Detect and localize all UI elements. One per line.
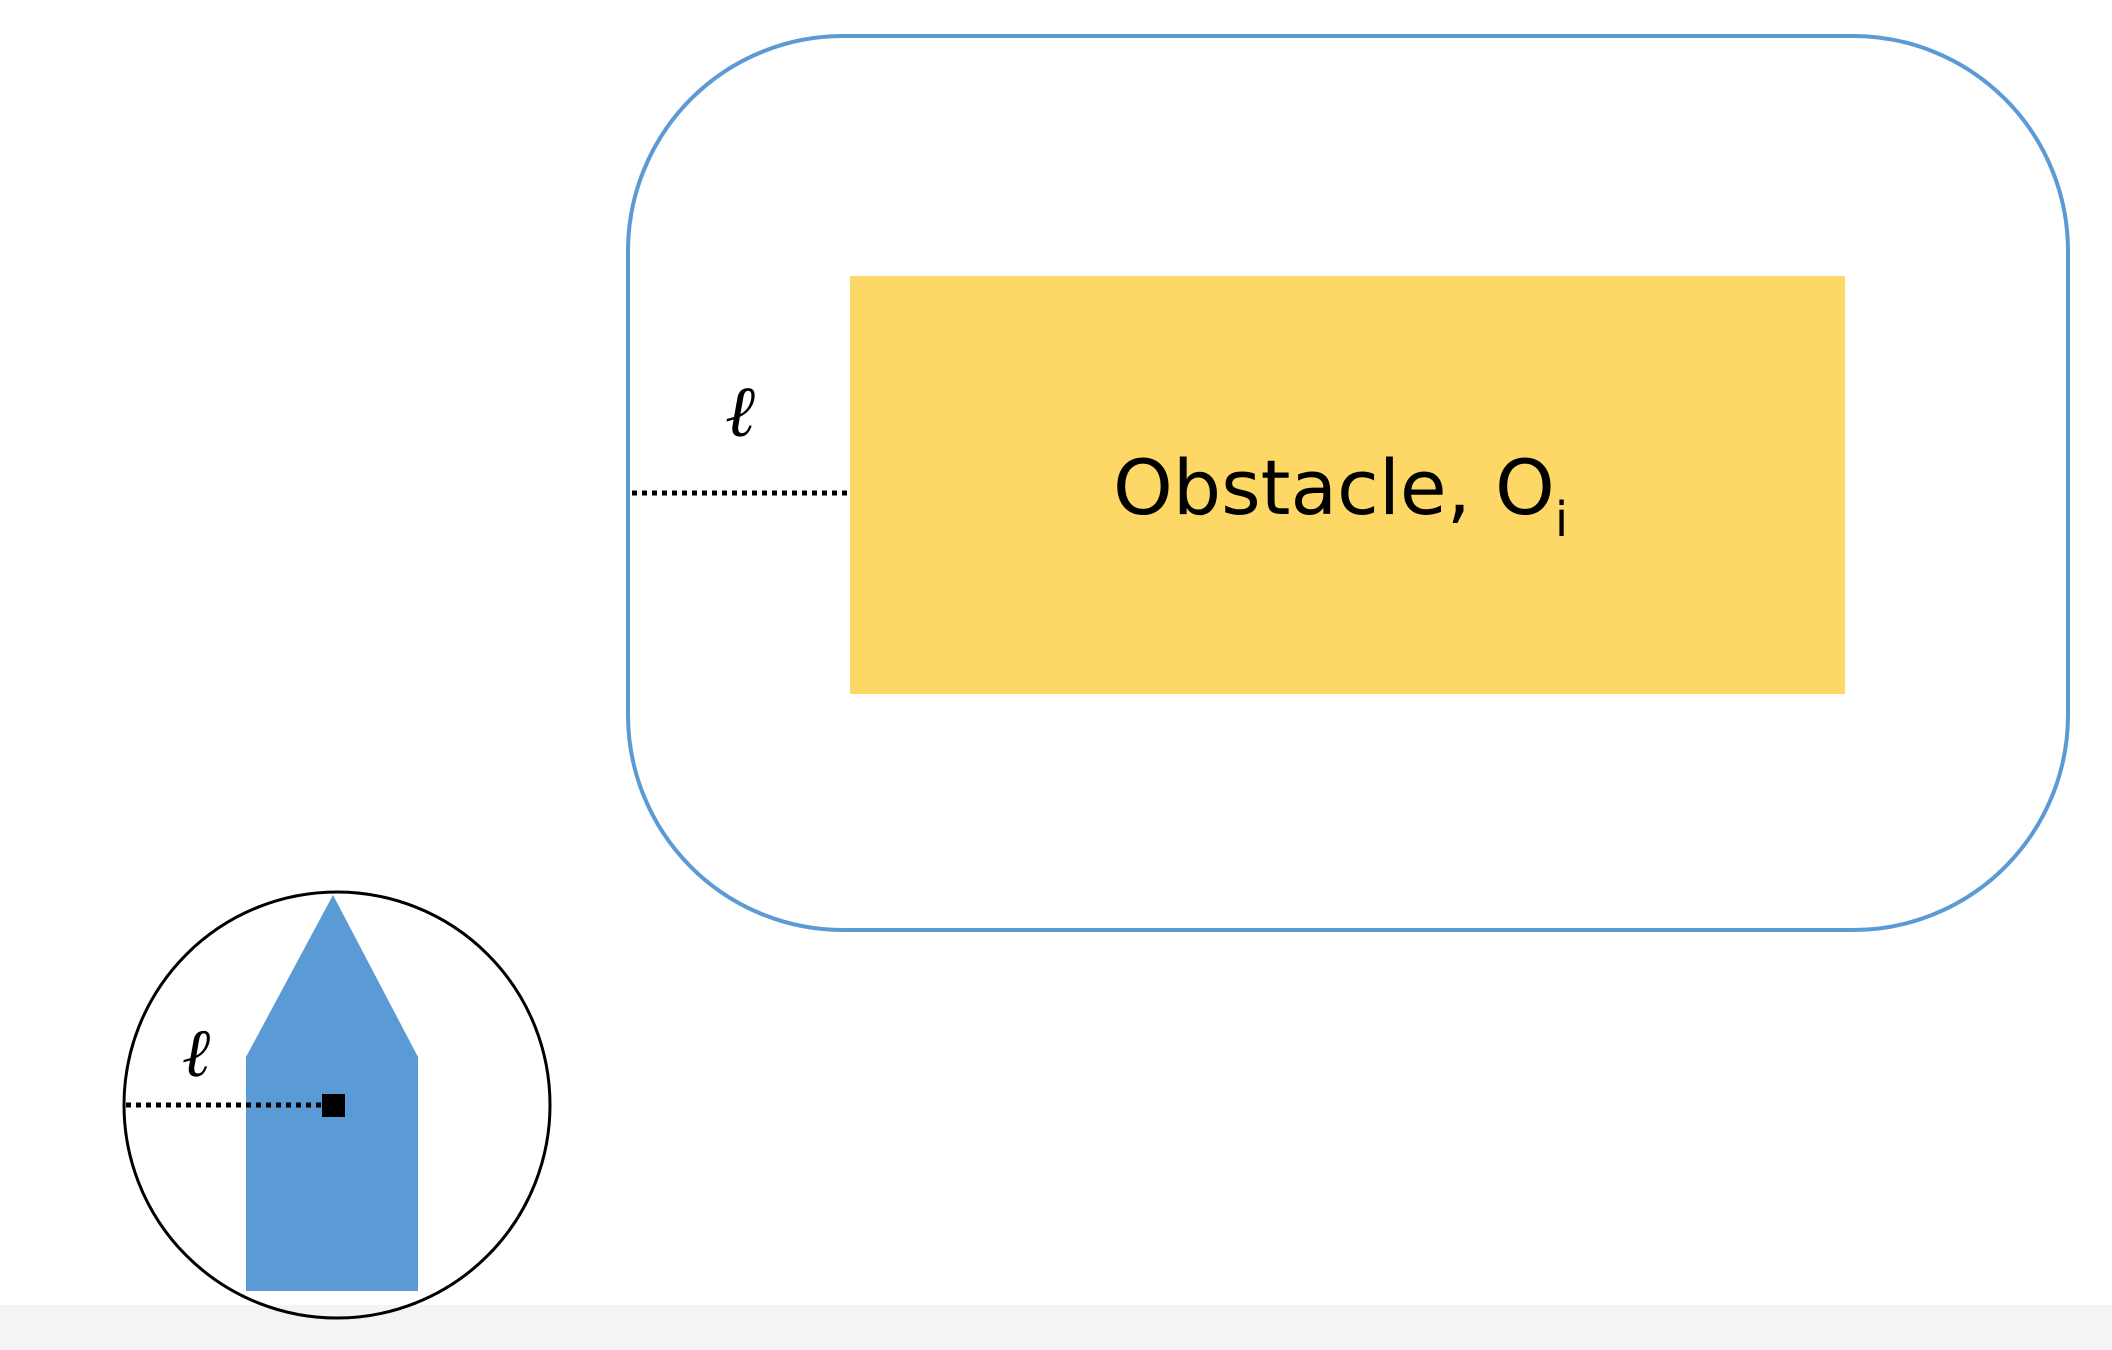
safety-margin: ℓ: [632, 369, 850, 496]
safety-margin-symbol: ℓ: [725, 369, 755, 453]
robot-center-point: [322, 1094, 345, 1117]
footer-strip: [0, 1305, 2112, 1350]
robot-radius-symbol: ℓ: [182, 1014, 210, 1093]
obstacle-label: Obstacle, Oi: [1113, 443, 1568, 548]
inflated-obstacle-boundary: [626, 34, 2070, 932]
robot-bounding-circle: [122, 890, 552, 1320]
robot: ℓ: [122, 890, 552, 1320]
robot-body: [246, 895, 418, 1291]
obstacle-rect: [850, 276, 1845, 694]
obstacle-label-subscript: i: [1555, 492, 1568, 548]
obstacle-label-text: Obstacle, O: [1113, 443, 1555, 532]
obstacle: Obstacle, Oi: [850, 276, 1845, 694]
